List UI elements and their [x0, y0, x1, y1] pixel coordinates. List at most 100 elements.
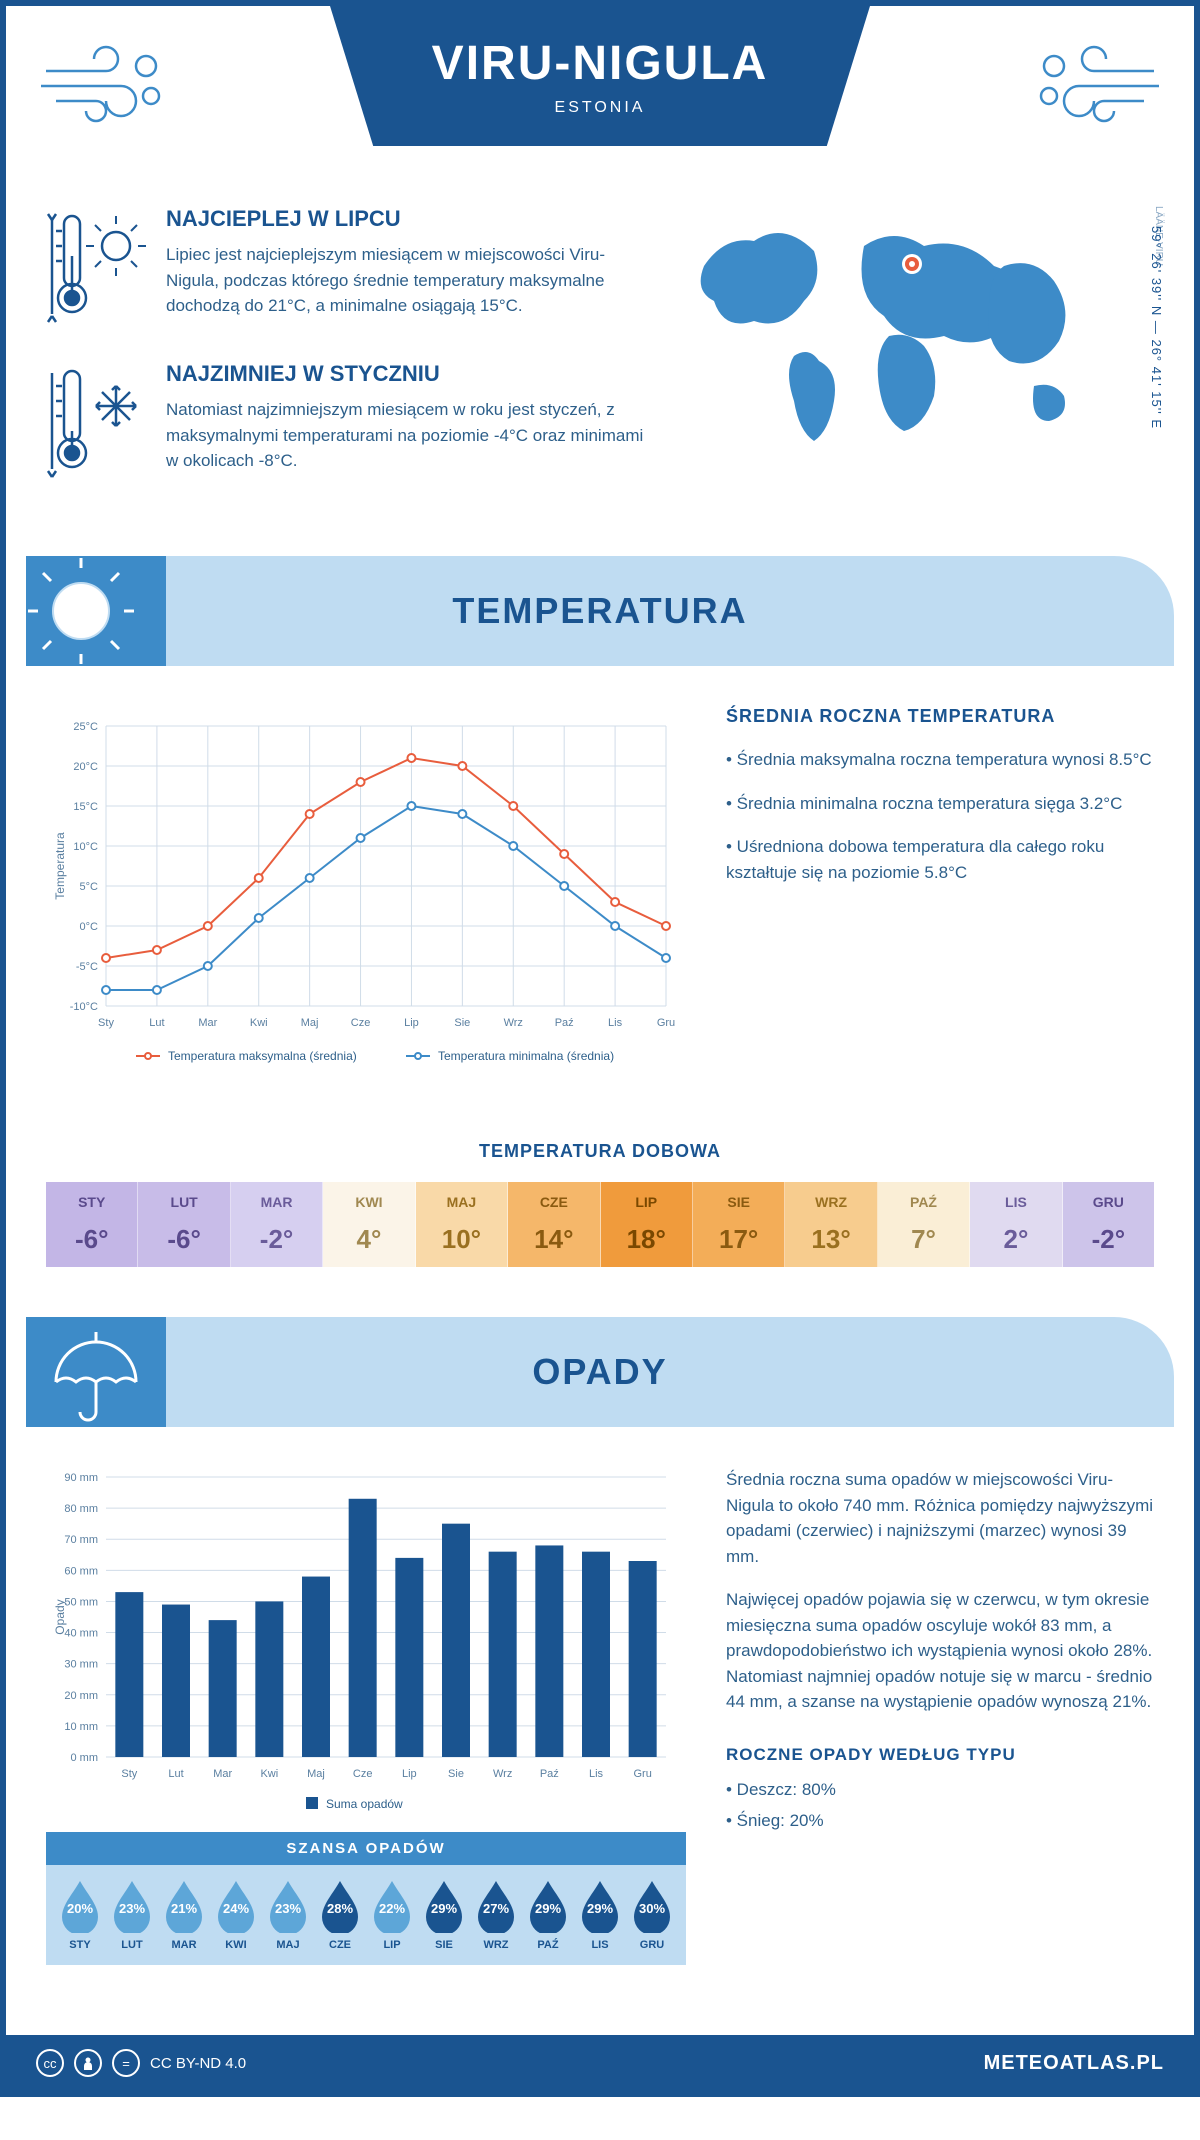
- chance-cell: 23% LUT: [106, 1879, 158, 1951]
- svg-text:Temperatura minimalna (średnia: Temperatura minimalna (średnia): [438, 1049, 614, 1063]
- precipitation-chance-table: SZANSA OPADÓW 20% STY 23% LUT 21% MAR 24…: [46, 1832, 686, 1965]
- temperature-header: TEMPERATURA: [26, 556, 1174, 666]
- svg-text:25°C: 25°C: [73, 721, 98, 733]
- svg-text:Kwi: Kwi: [250, 1017, 268, 1029]
- daily-temp-cell: STY-6°: [46, 1182, 138, 1267]
- daily-temp-cell: KWI4°: [323, 1182, 415, 1267]
- temperature-line-chart: -10°C-5°C0°C5°C10°C15°C20°C25°CStyLutMar…: [46, 706, 686, 1086]
- intro-section: NAJCIEPLEJ W LIPCU Lipiec jest najcieple…: [6, 186, 1194, 556]
- title-banner: VIRU-NIGULA ESTONIA: [330, 6, 870, 146]
- raindrop-icon: 22%: [370, 1879, 414, 1933]
- chance-cell: 29% PAŹ: [522, 1879, 574, 1951]
- precipitation-header: OPADY: [26, 1317, 1174, 1427]
- svg-text:Lip: Lip: [402, 1768, 417, 1780]
- svg-text:Opady: Opady: [53, 1599, 67, 1634]
- temperature-title: TEMPERATURA: [452, 590, 747, 632]
- nd-icon: =: [112, 2049, 140, 2077]
- daily-temp-cell: MAJ10°: [416, 1182, 508, 1267]
- daily-temp-title: TEMPERATURA DOBOWA: [6, 1141, 1194, 1162]
- chance-cell: 29% LIS: [574, 1879, 626, 1951]
- daily-temp-cell: LIS2°: [970, 1182, 1062, 1267]
- thermometer-snow-icon: [46, 361, 146, 481]
- raindrop-icon: 29%: [526, 1879, 570, 1933]
- svg-text:Gru: Gru: [657, 1017, 675, 1029]
- header: VIRU-NIGULA ESTONIA: [6, 6, 1194, 186]
- chance-cell: 24% KWI: [210, 1879, 262, 1951]
- site-name: METEOATLAS.PL: [984, 2052, 1164, 2075]
- precip-text-2: Najwięcej opadów pojawia się w czerwcu, …: [726, 1587, 1154, 1715]
- svg-text:40 mm: 40 mm: [64, 1628, 98, 1640]
- precipitation-title: OPADY: [532, 1351, 667, 1393]
- precip-text-1: Średnia roczna suma opadów w miejscowośc…: [726, 1467, 1154, 1569]
- coldest-block: NAJZIMNIEJ W STYCZNIU Natomiast najzimni…: [46, 361, 644, 486]
- svg-text:Cze: Cze: [351, 1017, 371, 1029]
- license-text: CC BY-ND 4.0: [150, 2055, 246, 2072]
- svg-text:50 mm: 50 mm: [64, 1596, 98, 1608]
- svg-text:80 mm: 80 mm: [64, 1503, 98, 1515]
- chance-cell: 28% CZE: [314, 1879, 366, 1951]
- svg-text:5°C: 5°C: [80, 881, 99, 893]
- svg-text:Paź: Paź: [540, 1768, 559, 1780]
- svg-text:Lut: Lut: [149, 1017, 164, 1029]
- precipitation-bar-chart: 0 mm10 mm20 mm30 mm40 mm50 mm60 mm70 mm8…: [46, 1467, 686, 1827]
- svg-text:Gru: Gru: [633, 1768, 651, 1780]
- svg-text:Sty: Sty: [121, 1768, 137, 1780]
- temp-bullet: • Średnia maksymalna roczna temperatura …: [726, 747, 1154, 773]
- svg-text:Cze: Cze: [353, 1768, 373, 1780]
- coords-label: 59° 26' 39'' N — 26° 41' 15'' E: [1149, 226, 1164, 429]
- svg-text:70 mm: 70 mm: [64, 1534, 98, 1546]
- chance-cell: 20% STY: [54, 1879, 106, 1951]
- daily-temp-table: STY-6°LUT-6°MAR-2°KWI4°MAJ10°CZE14°LIP18…: [46, 1182, 1154, 1267]
- daily-temp-cell: GRU-2°: [1063, 1182, 1154, 1267]
- svg-text:Wrz: Wrz: [493, 1768, 512, 1780]
- svg-text:10°C: 10°C: [73, 841, 98, 853]
- daily-temp-cell: MAR-2°: [231, 1182, 323, 1267]
- precip-type-item: • Deszcz: 80%: [726, 1777, 1154, 1803]
- chance-cell: 22% LIP: [366, 1879, 418, 1951]
- svg-text:90 mm: 90 mm: [64, 1472, 98, 1484]
- warmest-title: NAJCIEPLEJ W LIPCU: [166, 206, 644, 232]
- chance-cell: 23% MAJ: [262, 1879, 314, 1951]
- svg-text:Maj: Maj: [301, 1017, 319, 1029]
- svg-text:15°C: 15°C: [73, 801, 98, 813]
- raindrop-icon: 23%: [110, 1879, 154, 1933]
- svg-text:20°C: 20°C: [73, 761, 98, 773]
- warmest-text: Lipiec jest najcieplejszym miesiącem w m…: [166, 242, 644, 319]
- country-label: ESTONIA: [330, 99, 870, 117]
- svg-text:-5°C: -5°C: [76, 961, 98, 973]
- svg-text:Temperatura maksymalna (średni: Temperatura maksymalna (średnia): [168, 1049, 357, 1063]
- sun-icon: [26, 556, 166, 666]
- raindrop-icon: 28%: [318, 1879, 362, 1933]
- svg-text:60 mm: 60 mm: [64, 1565, 98, 1577]
- precip-type-title: ROCZNE OPADY WEDŁUG TYPU: [726, 1745, 1154, 1765]
- svg-text:0°C: 0°C: [80, 921, 99, 933]
- svg-text:Temperatura: Temperatura: [53, 832, 67, 900]
- page-title: VIRU-NIGULA: [330, 36, 870, 91]
- raindrop-icon: 23%: [266, 1879, 310, 1933]
- svg-text:Lis: Lis: [608, 1017, 623, 1029]
- svg-text:30 mm: 30 mm: [64, 1659, 98, 1671]
- daily-temp-cell: PAŹ7°: [878, 1182, 970, 1267]
- umbrella-icon: [26, 1317, 166, 1427]
- temp-bullet: • Uśredniona dobowa temperatura dla całe…: [726, 834, 1154, 885]
- raindrop-icon: 24%: [214, 1879, 258, 1933]
- world-map: LÄÄNE-VIRU 59° 26' 39'' N — 26° 41' 15''…: [674, 206, 1154, 516]
- daily-temp-cell: SIE17°: [693, 1182, 785, 1267]
- svg-text:Sty: Sty: [98, 1017, 114, 1029]
- raindrop-icon: 30%: [630, 1879, 674, 1933]
- svg-text:Lis: Lis: [589, 1768, 604, 1780]
- cc-icon: cc: [36, 2049, 64, 2077]
- footer: cc = CC BY-ND 4.0 METEOATLAS.PL: [6, 2035, 1194, 2091]
- svg-text:Lip: Lip: [404, 1017, 419, 1029]
- wind-icon: [1024, 36, 1164, 136]
- svg-text:20 mm: 20 mm: [64, 1690, 98, 1702]
- svg-text:Suma opadów: Suma opadów: [326, 1797, 403, 1811]
- raindrop-icon: 20%: [58, 1879, 102, 1933]
- warmest-block: NAJCIEPLEJ W LIPCU Lipiec jest najcieple…: [46, 206, 644, 331]
- svg-text:Lut: Lut: [168, 1768, 183, 1780]
- coldest-title: NAJZIMNIEJ W STYCZNIU: [166, 361, 644, 387]
- chance-cell: 30% GRU: [626, 1879, 678, 1951]
- svg-text:Sie: Sie: [454, 1017, 470, 1029]
- raindrop-icon: 29%: [422, 1879, 466, 1933]
- by-icon: [74, 2049, 102, 2077]
